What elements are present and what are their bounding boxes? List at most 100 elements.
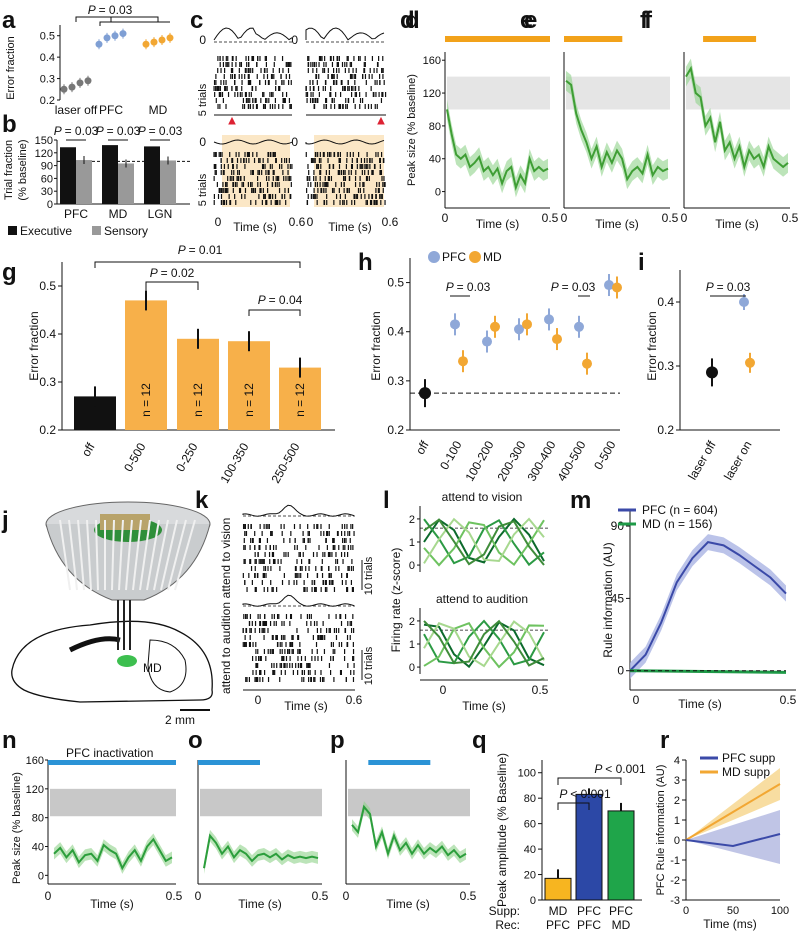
g-xtick-label: 100-350 bbox=[217, 440, 251, 485]
d-laser-bar bbox=[445, 36, 550, 42]
a-ytick-label: 0.3 bbox=[40, 74, 55, 86]
panel-label-a: a bbox=[2, 7, 16, 34]
a-point bbox=[76, 79, 84, 87]
i-ytick-label: 0.3 bbox=[657, 359, 674, 373]
panel-label-e: e bbox=[524, 7, 537, 34]
d-ytick-label: 160 bbox=[423, 55, 441, 67]
panel-label-n: n bbox=[2, 727, 17, 754]
b-ytick-label: 60 bbox=[41, 173, 53, 185]
h-ylabel: Error fraction bbox=[369, 311, 383, 380]
q-ytick-label: 100 bbox=[518, 768, 536, 780]
m-ytick-label: 45 bbox=[611, 591, 625, 605]
h-ytick-label: 0.2 bbox=[387, 423, 404, 437]
l-ytick-label: 2 bbox=[409, 616, 415, 628]
i-point-laser-off bbox=[706, 366, 718, 379]
g-ytick-label: 0.2 bbox=[39, 423, 56, 437]
h-point-md bbox=[458, 356, 468, 367]
q-bar bbox=[545, 878, 571, 900]
f-mean-line bbox=[685, 65, 789, 171]
a-bracket bbox=[75, 16, 159, 22]
o-xtick0: 0 bbox=[195, 889, 202, 903]
l-trace bbox=[423, 517, 545, 564]
g-pvalue-2: P = 0.02 bbox=[150, 266, 195, 280]
a-point bbox=[111, 32, 119, 40]
d-ytick-label: 0 bbox=[435, 187, 441, 199]
l-title: attend to audition bbox=[436, 592, 528, 606]
b-bar-executive bbox=[60, 147, 76, 204]
k-xtick0: 0 bbox=[255, 693, 262, 707]
a-group-md: MD bbox=[149, 103, 168, 117]
b-ytick-label: 0 bbox=[47, 199, 53, 211]
g-xtick-label: 0-250 bbox=[173, 440, 201, 474]
k-condition-label: attend to audition bbox=[219, 602, 233, 694]
l-xtick1: 0.5 bbox=[532, 683, 549, 697]
panel-label-f: f bbox=[640, 7, 649, 34]
a-ytick-label: 0.2 bbox=[40, 95, 55, 107]
p-xtick1: 0.5 bbox=[460, 889, 477, 903]
d-ylabel: Peak size (% baseline) bbox=[406, 74, 418, 186]
panel-label-d: d bbox=[405, 7, 420, 34]
c-psth bbox=[305, 27, 385, 41]
b-pvalue: P = 0.03 bbox=[96, 124, 141, 138]
m-md-line bbox=[629, 669, 787, 674]
n-ytick-label: 80 bbox=[32, 813, 44, 825]
r-legend-pfc: PFC supp bbox=[722, 751, 776, 765]
l-xtick0: 0 bbox=[440, 683, 447, 697]
h-point-md bbox=[552, 334, 562, 345]
j-wire bbox=[95, 519, 99, 591]
r-xtick-label: 100 bbox=[771, 905, 789, 917]
i-point-md bbox=[745, 357, 755, 368]
j-wire bbox=[111, 519, 115, 591]
panel-label-i: i bbox=[638, 249, 645, 276]
a-point bbox=[60, 85, 68, 93]
n-inactivation-bar bbox=[48, 760, 176, 765]
b-ytick-label: 150 bbox=[35, 135, 53, 147]
q-pvalue-1: P < 0.001 bbox=[594, 762, 646, 776]
a-ytick-label: 0.4 bbox=[40, 52, 55, 64]
n-ytick-label: 0 bbox=[38, 870, 44, 882]
b-legend-sensory: Sensory bbox=[104, 224, 148, 238]
b-legend-sensory-swatch bbox=[92, 226, 101, 235]
h-xtick-label: 0-100 bbox=[437, 438, 465, 472]
a-point bbox=[158, 36, 166, 44]
o-baseline-band bbox=[200, 788, 322, 817]
b-ytick-label: 90 bbox=[41, 161, 53, 173]
q-ytick-label: 60 bbox=[524, 819, 536, 831]
j-wire bbox=[167, 519, 187, 591]
h-point-md bbox=[522, 319, 532, 330]
e-baseline-band bbox=[566, 76, 670, 110]
k-condition-label: attend to vision bbox=[219, 518, 233, 599]
i-pvalue: P = 0.03 bbox=[706, 280, 751, 294]
c-zero: 0 bbox=[199, 33, 206, 47]
b-ylabel2: (% baseline) bbox=[17, 139, 29, 200]
r-ytick-label: 3 bbox=[674, 775, 680, 787]
r-ytick-label: 4 bbox=[674, 755, 680, 767]
h-ytick-label: 0.5 bbox=[387, 276, 404, 290]
k-psth bbox=[242, 594, 355, 607]
l-trace bbox=[423, 620, 545, 668]
c-psth2 bbox=[213, 139, 293, 145]
j-white-matter bbox=[68, 636, 121, 653]
g-n-label: n = 12 bbox=[139, 383, 153, 417]
f-laser-bar bbox=[703, 36, 757, 42]
m-pfc-ci bbox=[630, 534, 786, 679]
o-ci-band bbox=[204, 829, 318, 874]
c-xtick1: 0.6 bbox=[289, 215, 306, 229]
a-point bbox=[95, 40, 103, 48]
g-n-label: n = 12 bbox=[242, 383, 256, 417]
g-pvalue-1: P = 0.01 bbox=[178, 243, 223, 257]
j-scale-label: 2 mm bbox=[165, 713, 195, 727]
d-mean-line bbox=[446, 109, 549, 191]
l-ylabel: Firing rate (z-score) bbox=[389, 548, 403, 653]
panel-label-p: p bbox=[330, 727, 345, 754]
i-point-pfc bbox=[739, 297, 749, 307]
h-ytick-label: 0.4 bbox=[387, 325, 404, 339]
a-bracket2 bbox=[99, 21, 170, 26]
h-legend-md-dot bbox=[469, 251, 481, 263]
r-md-line bbox=[685, 783, 781, 841]
d-ytick-label: 80 bbox=[429, 121, 441, 133]
r-ytick-label: 0 bbox=[674, 835, 680, 847]
n-xtick0: 0 bbox=[45, 889, 52, 903]
k-trials-label: 10 trials bbox=[363, 646, 375, 685]
